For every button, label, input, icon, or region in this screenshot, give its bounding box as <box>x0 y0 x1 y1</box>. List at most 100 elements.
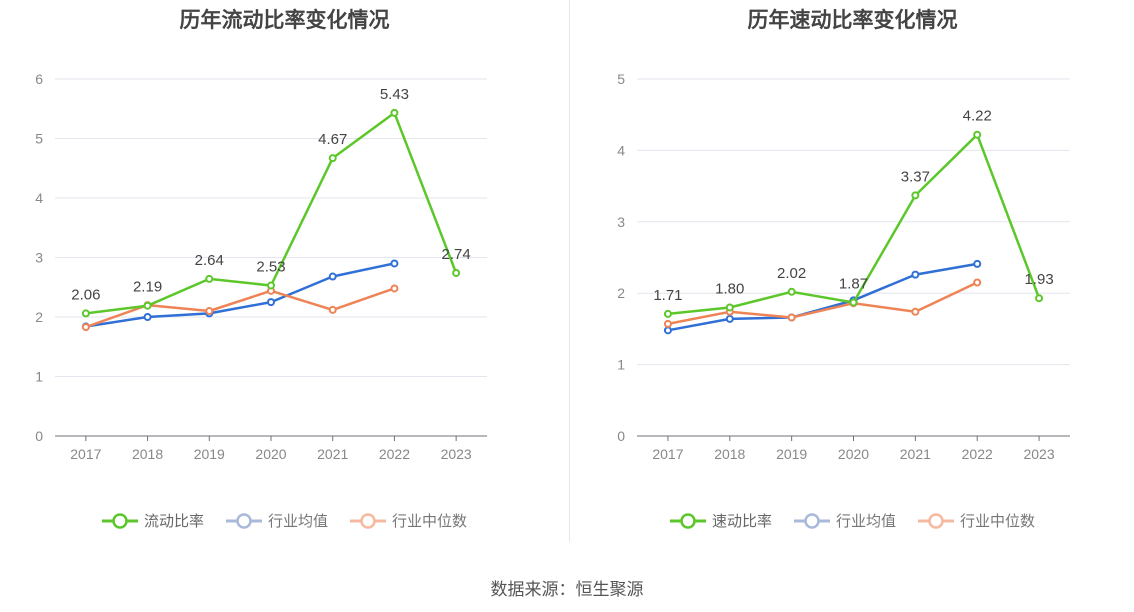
series-line-2 <box>667 281 978 326</box>
x-tick-label: 2019 <box>194 446 225 462</box>
chart-panel-quick-ratio: 历年速动比率变化情况 0 1 2 3 4 5 2017 2018 2019 2020 2021 202… <box>571 0 1134 545</box>
data-point[interactable] <box>911 307 920 316</box>
legend-item-0[interactable]: 流动比率 <box>101 510 204 531</box>
legend-line-circle-icon <box>350 512 386 529</box>
data-point[interactable] <box>328 305 337 314</box>
data-label: 3.37 <box>901 168 930 185</box>
x-tick-label: 2022 <box>379 446 410 462</box>
x-tick-label: 2023 <box>441 446 472 462</box>
legend-item-2[interactable]: 行业中位数 <box>918 510 1035 531</box>
y-tick-label: 1 <box>35 369 43 385</box>
x-tick-label: 2020 <box>255 446 286 462</box>
x-tick-label: 2019 <box>776 446 807 462</box>
data-point[interactable] <box>973 130 982 139</box>
data-point[interactable] <box>911 191 920 200</box>
x-tick-label: 2022 <box>962 446 993 462</box>
chart-title: 历年速动比率变化情况 <box>747 9 958 32</box>
data-point[interactable] <box>452 268 461 277</box>
y-tick-label: 6 <box>35 71 43 87</box>
legend-label: 行业均值 <box>267 513 328 530</box>
data-label: 4.22 <box>963 108 992 125</box>
legend-label: 速动比率 <box>711 513 772 530</box>
data-point[interactable] <box>787 287 796 296</box>
y-tick-label: 4 <box>35 190 43 206</box>
data-label: 1.93 <box>1024 271 1053 288</box>
legend-label: 行业中位数 <box>392 513 468 530</box>
legend-item-2[interactable]: 行业中位数 <box>350 510 467 531</box>
x-tick-label: 2023 <box>1023 446 1054 462</box>
chart-title: 历年流动比率变化情况 <box>179 9 390 32</box>
data-point[interactable] <box>267 298 275 307</box>
legend-label: 行业中位数 <box>960 513 1036 530</box>
panel-divider <box>569 0 570 542</box>
data-point[interactable] <box>328 272 337 281</box>
x-tick-label: 2020 <box>838 446 869 462</box>
data-point[interactable] <box>911 270 920 279</box>
x-tick-label: 2017 <box>70 446 101 462</box>
data-label: 5.43 <box>380 86 409 103</box>
legend-line-circle-icon <box>101 512 138 529</box>
series-line-1 <box>667 262 978 332</box>
data-point[interactable] <box>267 281 275 290</box>
data-label: 2.64 <box>195 252 224 269</box>
data-point[interactable] <box>1035 294 1044 303</box>
data-point[interactable] <box>81 323 90 332</box>
x-tick-label: 2021 <box>317 446 348 462</box>
data-point[interactable] <box>81 309 90 318</box>
y-tick-label: 2 <box>35 309 43 325</box>
chart-legend: 速动比率 行业均值 行业中位数 <box>571 510 1134 531</box>
data-point[interactable] <box>205 274 214 283</box>
data-point[interactable] <box>143 301 152 310</box>
chart-panel-current-ratio: 历年流动比率变化情况 0 1 2 3 4 5 6 2017 2018 2019 2020 2021 20… <box>0 0 569 545</box>
data-point[interactable] <box>663 309 672 318</box>
data-point[interactable] <box>973 259 982 268</box>
y-tick-label: 0 <box>617 428 625 444</box>
x-tick-label: 2018 <box>132 446 163 462</box>
data-point[interactable] <box>973 278 982 287</box>
x-tick-label: 2021 <box>900 446 931 462</box>
x-tick-label: 2017 <box>652 446 683 462</box>
y-tick-label: 0 <box>35 428 43 444</box>
legend-item-1[interactable]: 行业均值 <box>793 510 896 531</box>
data-label: 4.67 <box>318 131 347 148</box>
series-line-2 <box>85 287 395 329</box>
legend-line-circle-icon <box>918 512 954 529</box>
legend-item-1[interactable]: 行业均值 <box>225 510 328 531</box>
data-point[interactable] <box>849 298 858 307</box>
data-point[interactable] <box>143 313 152 321</box>
data-source-note: 数据来源：恒生聚源 <box>490 580 644 599</box>
y-tick-label: 4 <box>617 142 625 158</box>
data-point[interactable] <box>390 284 399 293</box>
data-point[interactable] <box>205 307 214 316</box>
y-tick-label: 1 <box>617 357 625 373</box>
line-chart-quick-ratio: 0 1 2 3 4 5 2017 2018 2019 2020 2021 2022 2023 1.71 1.… <box>617 71 1070 462</box>
legend-label: 流动比率 <box>143 513 204 530</box>
data-point[interactable] <box>390 108 399 117</box>
data-point[interactable] <box>725 303 734 312</box>
legend-label: 行业均值 <box>835 513 896 530</box>
data-label: 2.02 <box>777 265 806 282</box>
data-label: 2.53 <box>256 258 285 275</box>
data-label: 1.71 <box>653 287 682 304</box>
legend-item-0[interactable]: 速动比率 <box>669 510 772 531</box>
x-tick-label: 2018 <box>714 446 745 462</box>
data-point[interactable] <box>787 313 796 322</box>
data-point[interactable] <box>663 319 672 328</box>
data-point[interactable] <box>328 154 337 163</box>
line-chart-current-ratio: 0 1 2 3 4 5 6 2017 2018 2019 2020 2021 2022 2023 2.06 2… <box>35 71 487 462</box>
data-label: 2.19 <box>133 279 162 296</box>
y-tick-label: 5 <box>35 131 43 147</box>
legend-line-circle-icon <box>793 512 830 529</box>
data-label: 2.74 <box>442 246 471 263</box>
y-tick-label: 3 <box>617 214 625 230</box>
data-label: 1.80 <box>715 280 744 297</box>
data-point[interactable] <box>663 326 672 335</box>
y-tick-label: 3 <box>35 250 43 266</box>
y-tick-label: 2 <box>617 285 625 301</box>
chart-legend: 流动比率 行业均值 行业中位数 <box>0 510 569 531</box>
data-label: 1.87 <box>839 275 868 292</box>
data-point[interactable] <box>390 259 399 268</box>
data-label: 2.06 <box>71 286 100 303</box>
data-point[interactable] <box>725 314 734 323</box>
legend-line-circle-icon <box>225 512 262 529</box>
